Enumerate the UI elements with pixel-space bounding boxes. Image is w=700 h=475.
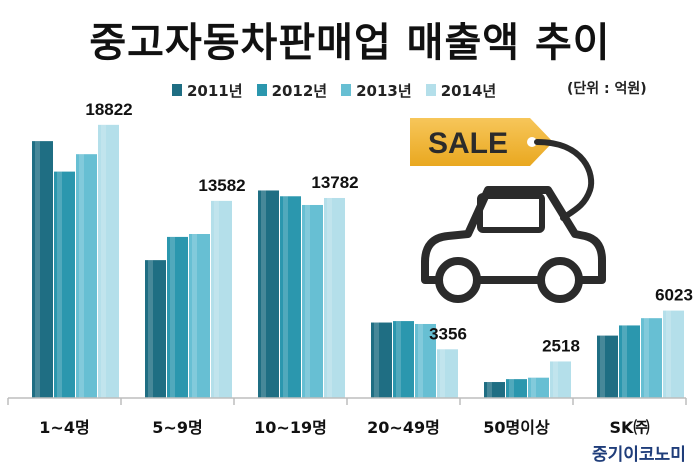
chart-title: 중고자동차판매업 매출액 추이 [89,20,611,66]
bar-highlight [666,310,671,398]
bar-4-0 [484,382,505,398]
x-axis: 1~4명 5~9명 10~19명 20~49명 50명이상 SK㈜ [7,397,687,437]
car-wheel-rear [537,257,583,303]
bar-highlight [148,260,153,398]
data-label-5: 6023 [655,286,693,305]
bar-highlight [622,325,627,398]
bar-highlight [327,197,332,398]
bar-4-3 [550,361,571,398]
sale-tag-shape [410,118,553,166]
bar-1-0 [145,260,166,398]
bar-1-2 [189,234,210,398]
sale-tag-text: SALE [428,127,508,160]
unit-label: (단위 : 억원) [567,81,647,97]
legend-item-3: 2014년 [425,80,497,101]
legend-swatch [341,84,352,96]
bar-5-1 [619,325,640,398]
bar-0-3 [98,124,119,398]
bar-highlight [600,335,605,398]
bar-highlight [57,171,62,398]
bar-4-1 [506,379,527,398]
bar-highlight [170,236,175,398]
bar-5-3 [663,310,684,398]
bar-highlight [214,200,219,398]
bar-3-1 [393,321,414,398]
bar-highlight [418,323,423,398]
bar-2-1 [280,196,301,398]
car-window [477,193,545,233]
bar-5-0 [597,335,618,398]
data-label-4: 2518 [542,336,580,355]
car-wheel-front [435,257,481,303]
bar-highlight [553,361,558,398]
legend-label: 2013년 [356,81,412,100]
data-label-0: 18822 [85,100,132,119]
bar-highlight [396,321,401,398]
legend-label: 2011년 [187,81,243,100]
legend: 2011년 2012년 2013년 2014년 [172,80,496,100]
bars-group: 18822 13582 13782 3356 2518 6023 [32,100,693,398]
bar-2-0 [258,190,279,398]
bar-2-3 [324,197,345,398]
bar-highlight [35,141,40,398]
bar-highlight [374,322,379,398]
bar-highlight [192,234,197,398]
bar-highlight [283,196,288,398]
legend-item-1: 2012년 [256,80,328,101]
legend-item-0: 2011년 [172,80,243,101]
source-label: 중기이코노미 [592,445,686,465]
bar-highlight [531,377,536,398]
sale-tag-car-icon: SALE [410,118,606,303]
bar-5-2 [641,318,662,398]
category-label-3: 20~49명 [367,418,440,437]
bar-highlight [509,379,514,398]
bar-2-2 [302,204,323,398]
category-label-5: SK㈜ [610,418,650,437]
bar-highlight [305,204,310,398]
tag-string [534,139,595,221]
bar-highlight [261,190,266,398]
bar-highlight [644,318,649,398]
category-label-2: 10~19명 [254,418,327,437]
bar-0-0 [32,141,53,398]
legend-label: 2014년 [440,81,497,100]
legend-swatch [425,84,436,96]
category-label-4: 50명이상 [483,418,550,437]
car-body [421,186,606,276]
data-label-3: 3356 [429,324,467,343]
legend-item-2: 2013년 [341,80,412,101]
bar-1-1 [167,236,188,398]
bar-highlight [79,154,84,398]
legend-label: 2012년 [271,81,328,100]
bar-4-2 [528,377,549,398]
data-label-2: 13782 [311,173,358,192]
car-bottom [421,258,606,284]
data-label-1: 13582 [198,176,245,195]
category-label-0: 1~4명 [39,418,89,437]
bar-0-1 [54,171,75,398]
bar-3-2 [415,323,436,398]
sale-tag-hole [527,137,537,147]
bar-highlight [440,349,445,398]
category-label-1: 5~9명 [152,418,202,437]
legend-swatch [256,84,267,96]
bar-0-2 [76,154,97,398]
bar-highlight [487,382,492,398]
bar-3-3 [437,349,458,398]
bar-1-3 [211,200,232,398]
bar-3-0 [371,322,392,398]
bar-highlight [101,124,106,398]
legend-swatch [172,84,182,96]
